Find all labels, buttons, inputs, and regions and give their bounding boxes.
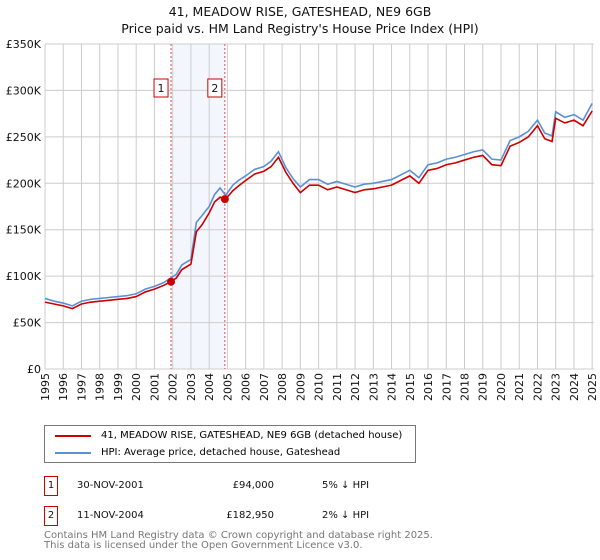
transaction-row: 1 30-NOV-2001 £94,000 5% ↓ HPI [44, 476, 444, 496]
transaction-hpi: 5% ↓ HPI [322, 480, 370, 491]
x-tick-label: 2014 [386, 373, 399, 401]
y-tick-label: £100K [6, 270, 42, 283]
x-tick-label: 2006 [240, 373, 253, 401]
x-tick-label: 2012 [349, 373, 362, 401]
legend-swatch-property [55, 434, 91, 437]
property-price-line [44, 110, 593, 310]
hpi-line [44, 103, 593, 307]
x-tick-label: 2002 [167, 373, 180, 401]
legend-label-hpi: HPI: Average price, detached house, Gate… [101, 447, 341, 458]
shaded-period [171, 44, 225, 369]
x-tick-label: 2023 [550, 373, 563, 401]
transaction-row: 2 11-NOV-2004 £182,950 2% ↓ HPI [44, 506, 444, 526]
price-chart: £0 £50K £100K £150K £200K £250K £300K £350K 1995… [6, 38, 599, 401]
legend-label-property: 41, MEADOW RISE, GATESHEAD, NE9 6GB (det… [101, 430, 403, 441]
x-tick-label: 1996 [57, 373, 70, 401]
x-tick-label: 2007 [258, 373, 271, 401]
chart-title: 41, MEADOW RISE, GATESHEAD, NE9 6GB [168, 4, 432, 19]
footer: Contains HM Land Registry data © Crown c… [44, 531, 433, 551]
y-tick-label: £300K [6, 84, 42, 97]
transaction-price: £182,950 [226, 510, 274, 521]
x-tick-label: 2025 [586, 373, 599, 401]
x-tick-label: 2003 [185, 373, 198, 401]
transaction-date: 30-NOV-2001 [77, 480, 144, 491]
footer-line-1: Contains HM Land Registry data © Crown c… [44, 530, 433, 541]
x-tick-label: 2000 [130, 373, 143, 401]
transaction-label-box [207, 78, 223, 98]
y-tick-label: £250K [6, 131, 42, 144]
transaction-date: 11-NOV-2004 [77, 510, 144, 521]
transaction-price: £94,000 [232, 480, 274, 491]
transaction-label: 1 [158, 82, 165, 95]
y-tick-label: £50K [13, 317, 42, 330]
footer-line-2: This data is licensed under the Open Gov… [44, 540, 363, 551]
x-tick-label: 2016 [422, 373, 435, 401]
x-tick-label: 2021 [513, 373, 526, 401]
transaction-hpi: 2% ↓ HPI [322, 510, 370, 521]
x-tick-label: 2005 [221, 373, 234, 401]
y-tick-label: £150K [6, 224, 42, 237]
y-tick-label: £0 [27, 363, 41, 376]
transaction-badge: 2 [44, 506, 58, 526]
x-tick-label: 2019 [477, 373, 490, 401]
x-tick-label: 1998 [94, 373, 107, 401]
x-tick-label: 2004 [203, 373, 216, 401]
y-tick-label: £350K [6, 38, 42, 51]
x-tick-label: 2008 [276, 373, 289, 401]
x-tick-label: 2018 [459, 373, 472, 401]
y-tick-label: £200K [6, 177, 42, 190]
x-tick-label: 2001 [148, 373, 161, 401]
transaction-point [220, 195, 229, 204]
x-tick-label: 2010 [313, 373, 326, 401]
legend: 41, MEADOW RISE, GATESHEAD, NE9 6GB (det… [44, 425, 416, 463]
x-tick-label: 1999 [112, 373, 125, 401]
x-tick-label: 2024 [568, 373, 581, 401]
x-tick-label: 1995 [39, 373, 52, 401]
x-tick-label: 2020 [495, 373, 508, 401]
x-tick-label: 2009 [294, 373, 307, 401]
chart-subtitle: Price paid vs. HM Land Registry's House … [121, 21, 479, 36]
x-tick-label: 2022 [531, 373, 544, 401]
x-tick-label: 2013 [367, 373, 380, 401]
transaction-point [167, 277, 176, 286]
x-tick-label: 1997 [75, 373, 88, 401]
legend-swatch-hpi [55, 451, 91, 454]
x-tick-label: 2017 [440, 373, 453, 401]
transaction-label-box [153, 78, 169, 98]
transaction-badge: 1 [44, 476, 58, 496]
x-tick-label: 2015 [404, 373, 417, 401]
x-tick-label: 2011 [331, 373, 344, 401]
transaction-label: 2 [211, 82, 218, 95]
